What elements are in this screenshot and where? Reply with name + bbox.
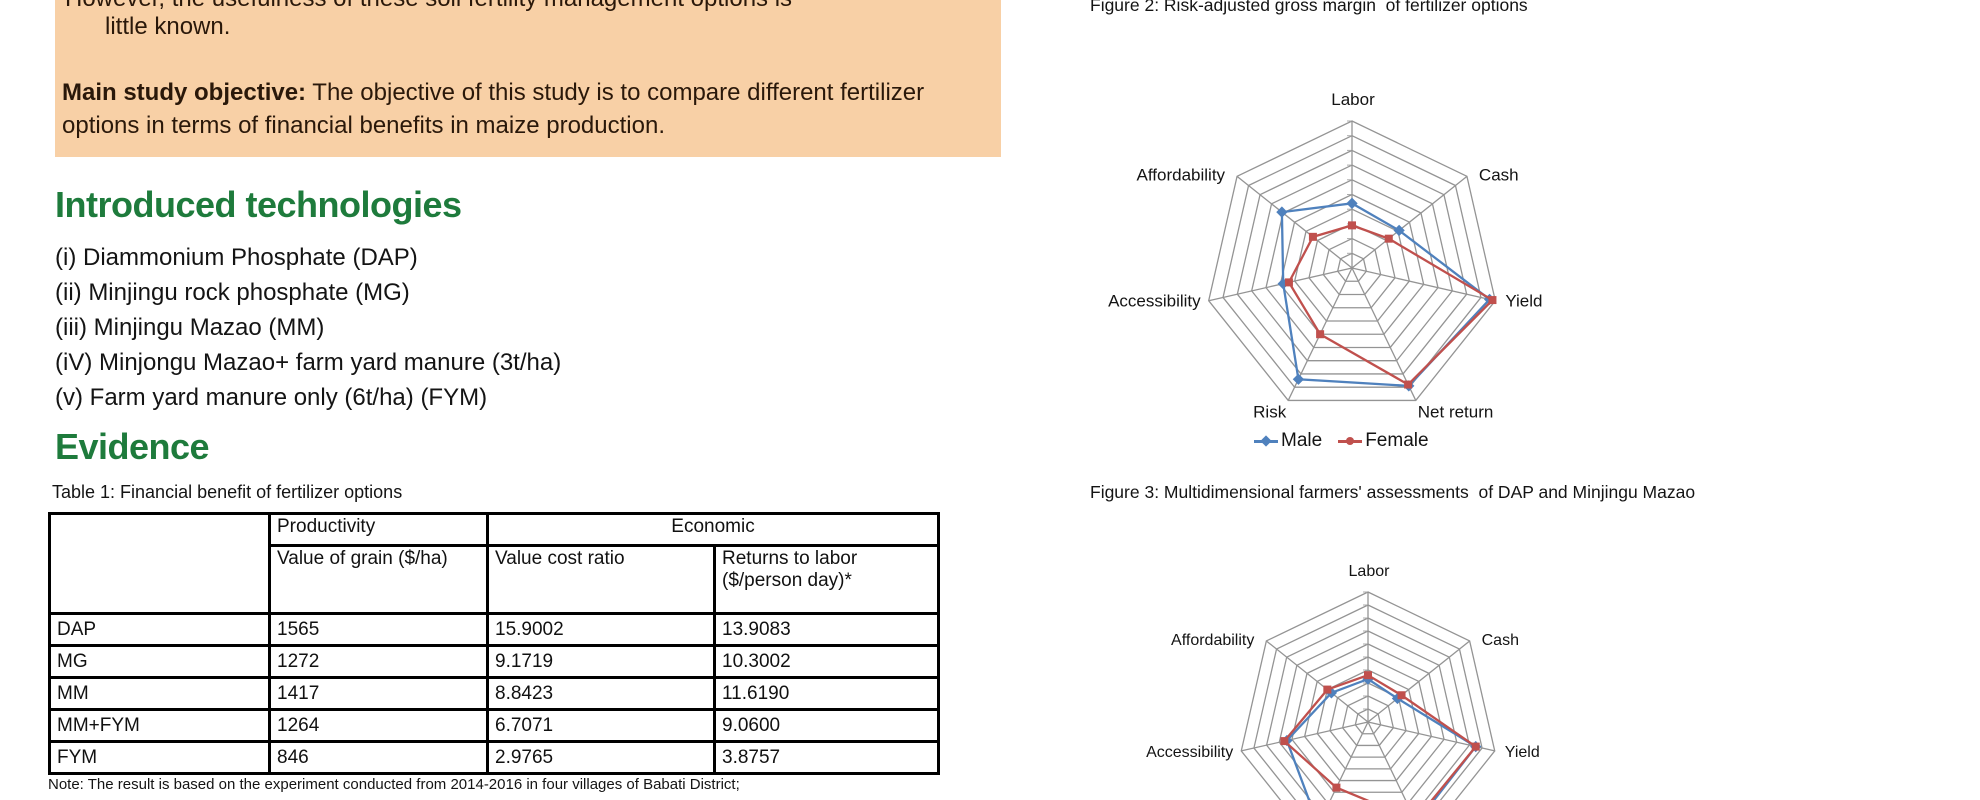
female-series-marker-icon	[1338, 435, 1363, 447]
cell-value: 2.9765	[486, 740, 716, 775]
radar-axis-label: Accessibility	[1146, 744, 1233, 761]
radar-legend: Male Female	[1254, 430, 1429, 452]
table-caption: Table 1: Financial benefit of fertilizer…	[52, 482, 403, 502]
technologies-heading: Introduced technologies	[55, 184, 462, 225]
cell-value: 9.1719	[486, 644, 716, 679]
intro-text-cutoff: However, the usefulness of these soil fe…	[65, 0, 792, 13]
cell-value: 15.9002	[486, 612, 716, 647]
table-row: DAP 1565 15.9002 13.9083	[48, 612, 940, 647]
table-note: Note: The result is based on the experim…	[48, 776, 740, 793]
row-label: MM	[48, 676, 271, 711]
radar-axis-label: Cash	[1479, 165, 1519, 184]
figure2-caption: Figure 2: Risk-adjusted gross margin of …	[1090, 0, 1528, 15]
cell-value: 8.8423	[486, 676, 716, 711]
group-header-productivity: Productivity	[268, 512, 489, 547]
legend-item-male: Male	[1254, 430, 1322, 452]
radar-axis-label: Affordability	[1171, 632, 1254, 649]
table-row: MM 1417 8.8423 11.6190	[48, 676, 940, 711]
tech-list-item: (iii) Minjingu Mazao (MM)	[55, 314, 325, 341]
radar-axis-label: Labor	[1349, 563, 1391, 580]
cell-value: 846	[268, 740, 489, 775]
cell-value: 1272	[268, 644, 489, 679]
radar-axis-label: Net return	[1418, 402, 1494, 421]
cell-value: 11.6190	[713, 676, 940, 711]
radar-axis-label: Affordability	[1137, 165, 1226, 184]
empty-corner-cell	[48, 512, 271, 615]
table-row: MM+FYM 1264 6.7071 9.0600	[48, 708, 940, 743]
cell-value: 1264	[268, 708, 489, 743]
cell-value: 10.3002	[713, 644, 940, 679]
technologies-list: (i) Diammonium Phosphate (DAP) (ii) Minj…	[55, 240, 561, 415]
financial-benefit-table: Productivity Economic Value of grain ($/…	[48, 512, 940, 775]
legend-item-female: Female	[1338, 430, 1429, 452]
cell-value: 13.9083	[713, 612, 940, 647]
table-body: DAP 1565 15.9002 13.9083 MG 1272 9.1719 10.3002…	[48, 612, 940, 775]
col-header-returns-to-labor: Returns to labor ($/person day)*	[713, 544, 940, 615]
intro-text-line2: little known.	[105, 13, 231, 40]
cell-value: 6.7071	[486, 708, 716, 743]
legend-label-female: Female	[1365, 430, 1429, 451]
radar-axis-label: Accessibility	[1108, 292, 1201, 311]
radar-axis-label: Risk	[1253, 402, 1287, 421]
radar-axis-label: Labor	[1331, 90, 1375, 109]
radar-axis-label: Cash	[1482, 632, 1519, 649]
row-label: DAP	[48, 612, 271, 647]
objective-highlight-box: However, the usefulness of these soil fe…	[55, 0, 1001, 157]
figure3-caption: Figure 3: Multidimensional farmers' asse…	[1090, 482, 1696, 502]
table-header-row: Value of grain ($/ha) Value cost ratio R…	[50, 544, 940, 615]
tech-list-item: (v) Farm yard manure only (6t/ha) (FYM)	[55, 384, 488, 411]
legend-label-male: Male	[1281, 430, 1323, 451]
row-label: FYM	[48, 740, 271, 775]
table-group-header-row: Productivity Economic	[48, 512, 940, 615]
row-label: MG	[48, 644, 271, 679]
objective-text: The objective of this study is to compar…	[62, 79, 925, 139]
evidence-heading: Evidence	[55, 426, 210, 467]
objective-label: Main study objective:	[62, 79, 307, 106]
col-header-value-of-grain: Value of grain ($/ha)	[268, 544, 489, 615]
tech-list-item: (iV) Minjongu Mazao+ farm yard manure (3…	[55, 349, 562, 376]
radar-axis-label: Yield	[1505, 744, 1540, 761]
cell-value: 9.0600	[713, 708, 940, 743]
table-row: MG 1272 9.1719 10.3002	[48, 644, 940, 679]
table-row: FYM 846 2.9765 3.8757	[48, 740, 940, 775]
group-header-economic: Economic	[486, 512, 940, 547]
row-label: MM+FYM	[48, 708, 271, 743]
cell-value: 1565	[268, 612, 489, 647]
main-study-objective: Main study objective: The objective of t…	[62, 76, 994, 142]
tech-list-item: (ii) Minjingu rock phosphate (MG)	[55, 279, 410, 306]
tech-list-item: (i) Diammonium Phosphate (DAP)	[55, 244, 418, 271]
figure2-radar-chart: Labor Cash Yield Net return Risk Accessibilit…	[1108, 90, 1542, 421]
col-header-value-cost-ratio: Value cost ratio	[486, 544, 716, 615]
male-series-marker-icon	[1254, 435, 1278, 447]
cell-value: 1417	[268, 676, 489, 711]
cell-value: 3.8757	[713, 740, 940, 775]
radar-axis-label: Yield	[1505, 292, 1542, 311]
